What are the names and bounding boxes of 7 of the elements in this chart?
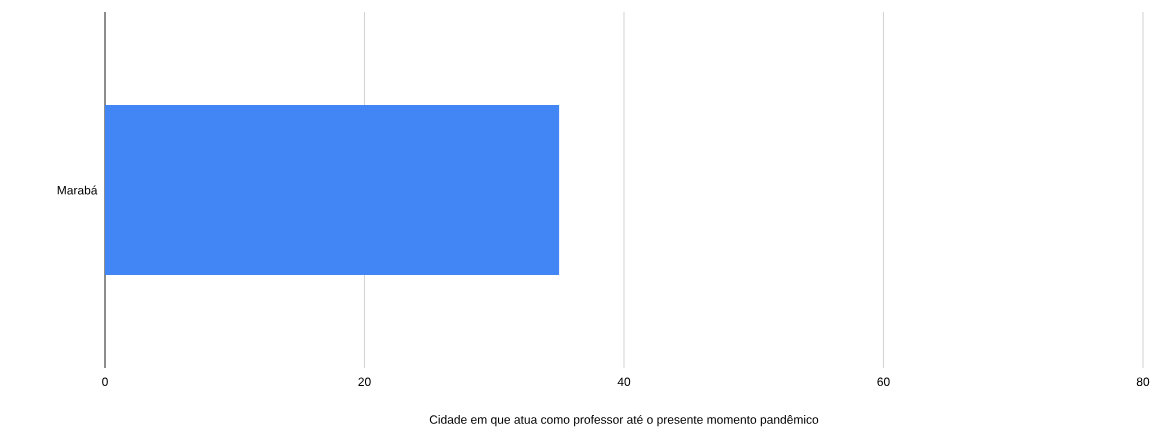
x-axis-title: Cidade em que atua como professor até o presente momento pandêmico (429, 414, 819, 427)
y-tick-label: Marabá (57, 185, 98, 195)
x-tick-label: 0 (102, 377, 108, 387)
x-tick-label: 20 (358, 377, 371, 387)
x-tick-label: 60 (877, 377, 890, 387)
x-tick-label: 80 (1136, 377, 1150, 387)
x-tick-label: 40 (617, 377, 631, 387)
